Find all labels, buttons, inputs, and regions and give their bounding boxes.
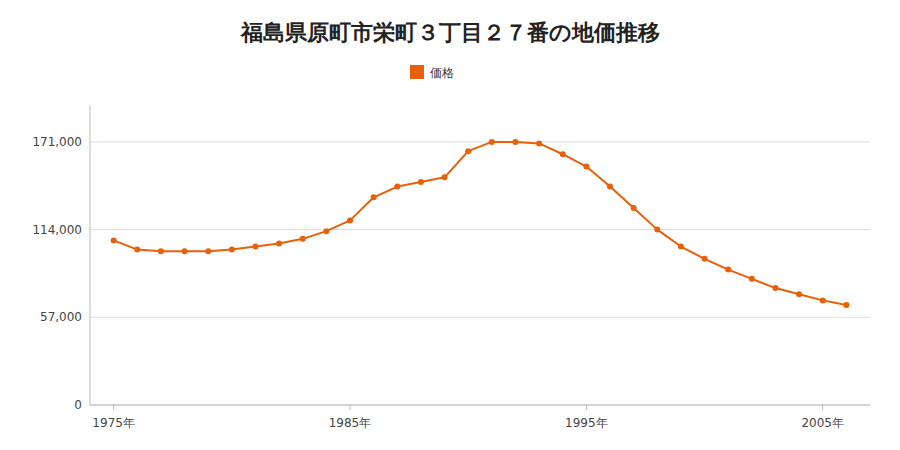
- x-axis: 1975年 1985年 1995年 2005年: [90, 405, 870, 430]
- x-tick-label: 1985年: [329, 416, 372, 430]
- point: [772, 285, 778, 291]
- point: [229, 247, 235, 253]
- x-tick: [586, 405, 587, 410]
- point: [465, 148, 471, 154]
- point: [725, 267, 731, 273]
- point: [252, 244, 258, 250]
- point: [276, 240, 282, 246]
- x-tick: [350, 405, 351, 410]
- x-axis-line: [90, 405, 870, 406]
- grid-line: [90, 405, 870, 406]
- y-tick-label: 57,000: [40, 310, 82, 324]
- point: [418, 179, 424, 185]
- point: [583, 164, 589, 170]
- point: [182, 248, 188, 254]
- point: [843, 302, 849, 308]
- point: [300, 236, 306, 242]
- chart: 福島県原町市栄町３丁目２７番の地価推移 0 57,000 114,000 171,000…: [0, 0, 900, 450]
- legend: 価格: [410, 65, 454, 80]
- point: [512, 139, 518, 145]
- title: 福島県原町市栄町３丁目２７番の地価推移: [240, 20, 660, 45]
- y-tick-label: 171,000: [32, 135, 82, 149]
- point: [134, 247, 140, 253]
- point: [796, 291, 802, 297]
- point: [442, 174, 448, 180]
- grid-line: [90, 317, 870, 318]
- legend-label: 価格: [430, 66, 454, 80]
- point: [489, 139, 495, 145]
- x-tick: [113, 405, 114, 410]
- x-tick: [822, 405, 823, 410]
- point: [347, 217, 353, 223]
- point: [678, 244, 684, 250]
- point: [323, 228, 329, 234]
- point: [158, 248, 164, 254]
- point: [205, 248, 211, 254]
- x-tick-label: 1995年: [565, 416, 608, 430]
- point: [702, 256, 708, 262]
- legend-swatch: [410, 65, 424, 79]
- y-tick-label: 0: [74, 398, 82, 412]
- y-axis: 0 57,000 114,000 171,000: [32, 105, 90, 412]
- point: [820, 297, 826, 303]
- point: [560, 151, 566, 157]
- point: [631, 205, 637, 211]
- line: [114, 142, 847, 305]
- x-tick-label: 2005年: [801, 416, 844, 430]
- point: [607, 184, 613, 190]
- point: [371, 194, 377, 200]
- grid-line: [90, 141, 870, 142]
- y-tick-label: 114,000: [32, 223, 82, 237]
- point: [749, 276, 755, 282]
- grid: [90, 142, 870, 405]
- point: [654, 227, 660, 233]
- x-tick-label: 1975年: [92, 416, 135, 430]
- marks: [111, 139, 850, 308]
- point: [536, 140, 542, 146]
- point: [111, 237, 117, 243]
- point: [394, 184, 400, 190]
- y-axis-line: [90, 105, 91, 405]
- grid-line: [90, 229, 870, 230]
